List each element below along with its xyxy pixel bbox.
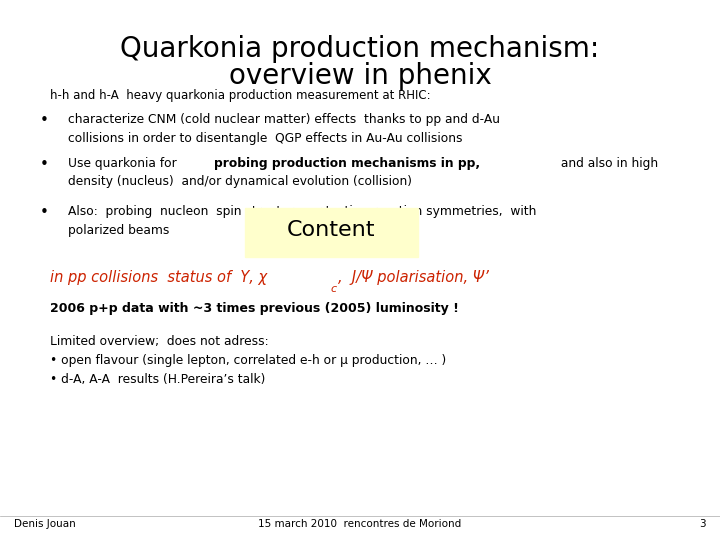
Text: probing production mechanisms in pp,: probing production mechanisms in pp, [214, 157, 480, 170]
Text: overview in phenix: overview in phenix [229, 62, 491, 90]
Text: 2006 p+p data with ~3 times previous (2005) luminosity !: 2006 p+p data with ~3 times previous (20… [50, 302, 459, 315]
Text: collisions in order to disentangle  QGP effects in Au-Au collisions: collisions in order to disentangle QGP e… [68, 132, 463, 145]
FancyBboxPatch shape [245, 208, 418, 256]
Text: Denis Jouan: Denis Jouan [14, 519, 76, 529]
Text: •: • [40, 157, 48, 172]
Text: • d-A, A-A  results (H.Pereira’s talk): • d-A, A-A results (H.Pereira’s talk) [50, 373, 266, 386]
Text: c: c [330, 284, 336, 294]
Text: density (nucleus)  and/or dynamical evolution (collision): density (nucleus) and/or dynamical evolu… [68, 176, 413, 188]
Text: ,  J/Ψ polarisation, Ψ’: , J/Ψ polarisation, Ψ’ [338, 270, 489, 285]
Text: Content: Content [287, 219, 375, 240]
Text: Limited overview;  does not adress:: Limited overview; does not adress: [50, 335, 269, 348]
Text: •: • [40, 205, 48, 220]
Text: • open flavour (single lepton, correlated e-h or μ production, … ): • open flavour (single lepton, correlate… [50, 354, 446, 367]
Text: characterize CNM (cold nuclear matter) effects  thanks to pp and d-Au: characterize CNM (cold nuclear matter) e… [68, 113, 500, 126]
Text: 3: 3 [699, 519, 706, 529]
Text: and also in high: and also in high [557, 157, 658, 170]
Text: in pp collisions  status of  Υ, χ: in pp collisions status of Υ, χ [50, 270, 268, 285]
Text: h-h and h-A  heavy quarkonia production measurement at RHIC:: h-h and h-A heavy quarkonia production m… [50, 89, 431, 102]
Text: polarized beams: polarized beams [68, 224, 170, 237]
Text: Use quarkonia for: Use quarkonia for [68, 157, 181, 170]
Text: in pp collisions  status of  Υ, χ: in pp collisions status of Υ, χ [50, 270, 268, 285]
Text: 15 march 2010  rencontres de Moriond: 15 march 2010 rencontres de Moriond [258, 519, 462, 529]
Text: Quarkonia production mechanism:: Quarkonia production mechanism: [120, 35, 600, 63]
Text: •: • [40, 113, 48, 129]
Text: Also:  probing  nucleon  spin structure, or testing reaction symmetries,  with: Also: probing nucleon spin structure, or… [68, 205, 537, 218]
